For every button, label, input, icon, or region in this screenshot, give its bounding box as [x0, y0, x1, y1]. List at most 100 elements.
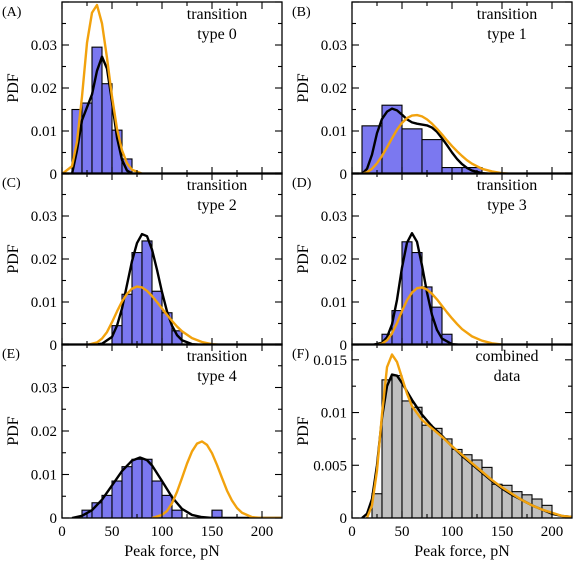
y-tick-label: 0.01	[321, 406, 347, 422]
y-tick-label: 0	[340, 167, 348, 183]
orange-fit-curve	[86, 285, 282, 345]
panel-letter: (B)	[292, 5, 311, 20]
x-tick-label: 100	[151, 524, 174, 540]
y-tick-label: 0.02	[31, 424, 57, 440]
axes-frame	[351, 343, 573, 519]
y-tick-label: 0	[340, 511, 348, 527]
y-axis-label: PDF	[295, 244, 312, 273]
histogram-bar	[431, 427, 443, 518]
y-tick-label: 0.03	[31, 381, 57, 397]
black-fit-curve	[71, 456, 282, 518]
histogram-bar	[421, 139, 443, 174]
panel-title-line: data	[494, 368, 521, 385]
y-tick-label: 0.02	[31, 81, 57, 97]
y-tick-label: 0.03	[31, 209, 57, 225]
orange-fit-curve	[151, 440, 282, 518]
histogram-bar	[401, 128, 423, 174]
panel-f: 0 0.005 0.01 0.015 0 50 100 150 200 Peak force, p…	[292, 343, 573, 560]
orange-fit-curve	[365, 353, 572, 518]
y-tick-label: 0	[340, 338, 348, 354]
histogram-bar	[401, 400, 413, 518]
x-tick-label: 150	[491, 524, 514, 540]
panel-e: 0 0.01 0.02 0.03 0 50 100 150 200 Peak force, pN P…	[2, 343, 283, 560]
y-tick-label: 0.02	[321, 81, 347, 97]
x-tick-label: 100	[441, 524, 464, 540]
histogram-bar	[411, 406, 423, 518]
y-axis-label: PDF	[5, 73, 22, 102]
y-tick-label: 0.01	[31, 295, 57, 311]
x-tick-label: 200	[251, 524, 274, 540]
histogram-bar	[131, 458, 143, 518]
black-fit-curve	[361, 107, 572, 174]
panel-letter: (D)	[292, 176, 312, 191]
plot-area	[71, 440, 282, 518]
y-tick-label: 0.02	[321, 252, 347, 268]
histogram-bar	[151, 480, 163, 518]
panel-title-line: transition	[187, 348, 247, 365]
black-fit-curve	[91, 232, 282, 345]
panel-title-line: type 0	[197, 26, 237, 43]
histogram-bar	[161, 494, 173, 518]
plot-area	[62, 3, 282, 174]
panel-letter: (A)	[2, 5, 22, 20]
axes-frame	[351, 172, 573, 346]
y-tick-label: 0.005	[313, 458, 347, 474]
histogram-bar	[441, 438, 453, 518]
histogram-bar	[101, 83, 113, 174]
panel-title-line: transition	[477, 177, 537, 194]
y-tick-label: 0	[50, 167, 58, 183]
y-tick-label: 0.03	[31, 38, 57, 54]
plot-area	[361, 104, 572, 174]
panel-title-line: type 1	[487, 26, 527, 43]
panel-letter: (E)	[2, 347, 20, 362]
histogram-bar	[431, 306, 443, 345]
x-tick-label: 200	[541, 524, 564, 540]
y-tick-label: 0.02	[31, 252, 57, 268]
panel-title-line: type 2	[197, 197, 237, 214]
orange-fit-curve	[361, 113, 572, 174]
plot-area	[361, 353, 572, 518]
x-tick-label: 0	[58, 524, 66, 540]
orange-fit-curve	[62, 3, 282, 174]
histogram-bar	[141, 458, 153, 518]
panel-title-line: transition	[477, 6, 537, 23]
x-tick-label: 0	[348, 524, 356, 540]
panel-title-line: transition	[187, 6, 247, 23]
panel-c: 0 0.01 0.02 0.03 PDF (C) transition type 2	[2, 172, 283, 354]
x-tick-label: 50	[105, 524, 120, 540]
histogram-bar	[391, 375, 403, 518]
panel-title-line: type 3	[487, 197, 527, 214]
histogram-bar	[171, 509, 183, 518]
x-tick-label: 150	[201, 524, 224, 540]
y-tick-label: 0.03	[321, 209, 347, 225]
histogram-bar	[491, 483, 503, 518]
y-tick-label: 0	[50, 338, 58, 354]
y-axis-label: PDF	[5, 416, 22, 445]
orange-fit-curve	[376, 286, 572, 345]
panel-title-line: type 4	[197, 368, 237, 385]
y-axis-label: PDF	[295, 73, 312, 102]
y-tick-label: 0.03	[321, 38, 347, 54]
histogram-bar	[421, 424, 433, 518]
histogram-bar	[411, 252, 423, 345]
panel-title-line: transition	[187, 177, 247, 194]
black-fit-curve	[371, 232, 572, 345]
x-axis-label: Peak force, pN	[414, 543, 510, 560]
histogram-bar	[111, 480, 123, 518]
axes-frame	[61, 343, 283, 519]
y-tick-label: 0.01	[321, 295, 347, 311]
panel-a: 0 0.01 0.02 0.03 PDF (A) transition type 0	[2, 1, 283, 183]
y-tick-label: 0.01	[31, 468, 57, 484]
panel-letter: (C)	[2, 176, 21, 191]
y-tick-label: 0.015	[313, 353, 347, 369]
panel-d: 0 0.01 0.02 0.03 PDF (D) transition type 3	[292, 172, 573, 354]
plot-area	[371, 232, 572, 345]
y-axis-label: PDF	[295, 416, 312, 445]
histogram-bar	[121, 466, 133, 518]
y-tick-label: 0.01	[31, 124, 57, 140]
y-tick-label: 0	[50, 511, 58, 527]
panel-letter: (F)	[292, 347, 309, 362]
y-axis-label: PDF	[5, 244, 22, 273]
histogram-bar	[91, 46, 103, 174]
